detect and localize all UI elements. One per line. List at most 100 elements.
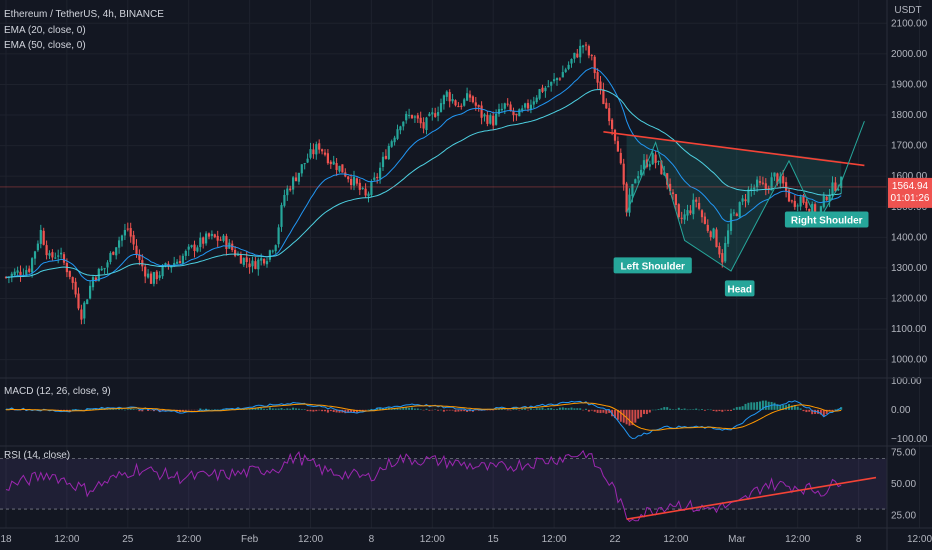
ema20-legend[interactable]: EMA (20, close, 0) [4, 25, 86, 36]
candle-body [474, 102, 477, 106]
candle-body [71, 277, 74, 283]
candle-body [178, 261, 182, 264]
macd-histogram-bar [759, 401, 761, 410]
candle-body [616, 141, 619, 152]
macd-histogram-bar [289, 408, 292, 410]
macd-histogram-bar [213, 409, 216, 410]
macd-histogram-bar [724, 409, 727, 411]
candle-body [155, 271, 158, 280]
candle-body [758, 181, 762, 183]
symbol-title[interactable]: Ethereum / TetherUS, 4h, BINANCE [4, 9, 164, 20]
macd-histogram-bar [596, 409, 599, 413]
macd-legend[interactable]: MACD (12, 26, close, 9) [4, 386, 111, 397]
macd-histogram-bar [422, 409, 425, 411]
candle-body [602, 89, 605, 105]
macd-histogram-bar [805, 409, 808, 413]
macd-histogram-bar [184, 409, 187, 411]
macd-histogram-bar [602, 409, 605, 413]
macd-histogram-bar [445, 409, 448, 411]
candle-body [265, 261, 269, 265]
macd-histogram-bar [489, 409, 492, 411]
candle-body [750, 188, 753, 191]
macd-histogram-bar [840, 407, 843, 410]
candle-body [135, 245, 138, 255]
candle-body [553, 79, 556, 82]
candle-body [782, 176, 785, 184]
time-tick-label: Feb [241, 534, 259, 545]
macd-histogram-bar [402, 407, 405, 410]
candle-body [312, 149, 315, 155]
macd-histogram-bar [324, 409, 326, 412]
candle-body [683, 214, 686, 220]
macd-histogram-bar [756, 401, 759, 410]
macd-histogram-bar [727, 409, 730, 411]
candle-body [376, 176, 379, 179]
macd-histogram-bar [701, 409, 703, 410]
candle-body [341, 164, 344, 173]
candle-body [712, 228, 715, 238]
macd-histogram-bar [645, 409, 648, 415]
candle-body [619, 152, 622, 164]
candle-body [277, 227, 280, 245]
candle-body [648, 164, 651, 167]
macd-histogram-bar [219, 409, 222, 411]
projection-line [840, 120, 865, 183]
candle-body [541, 87, 544, 92]
macd-histogram-bar [63, 409, 65, 411]
candle-body [828, 195, 831, 201]
macd-histogram-bar [466, 409, 469, 412]
pattern-layer [626, 134, 842, 271]
macd-histogram-bar [300, 409, 303, 410]
macd-histogram-bar [338, 409, 341, 413]
candle-body [538, 89, 541, 99]
time-tick-label: 12:00 [176, 534, 201, 545]
candle-body [51, 252, 54, 258]
macd-histogram-bar [129, 408, 132, 410]
candle-body [605, 102, 608, 109]
candle-body [222, 235, 225, 241]
macd-histogram-bar [712, 409, 715, 411]
candle-body [677, 204, 680, 218]
candle-body [599, 81, 602, 90]
candle-body [94, 277, 97, 281]
annotation-badge [613, 257, 692, 274]
candle-body [31, 258, 34, 273]
macd-histogram-bar [527, 409, 529, 411]
candle-body [332, 161, 335, 165]
candle-body [190, 245, 193, 247]
candle-body [77, 293, 80, 309]
macd-layer [5, 400, 843, 440]
candle-body [86, 299, 89, 305]
macd-histogram-bar [257, 407, 260, 410]
candle-body [68, 270, 71, 277]
macd-histogram-bar [640, 409, 643, 418]
overlay: Left Shoulder Head Right Shoulder [0, 120, 887, 297]
candle-body [555, 78, 559, 81]
candle-body [347, 176, 350, 180]
macd-histogram-bar [785, 405, 788, 410]
candle-body [770, 177, 773, 191]
macd-histogram-bar [187, 409, 190, 411]
macd-histogram-bar [123, 409, 126, 411]
macd-histogram-bar [303, 409, 306, 410]
candle-body [231, 243, 234, 251]
candle-body [323, 152, 327, 155]
macd-histogram-bar [561, 407, 564, 410]
candle-body [236, 254, 240, 256]
macd-tick-label: 0.00 [891, 405, 911, 416]
candle-body [454, 100, 457, 106]
rsi-legend[interactable]: RSI (14, close) [4, 450, 70, 461]
macd-histogram-bar [590, 409, 593, 411]
ema50-legend[interactable]: EMA (50, close, 0) [4, 40, 86, 51]
macd-histogram-bar [802, 409, 805, 412]
macd-histogram-bar [677, 407, 680, 410]
candle-body [558, 78, 561, 80]
macd-histogram-bar [718, 409, 721, 412]
macd-histogram-bar [268, 407, 271, 410]
candle-body [292, 177, 295, 190]
macd-histogram-bar [779, 405, 782, 410]
macd-histogram-bar [469, 409, 471, 412]
macd-histogram-bar [611, 409, 614, 417]
macd-histogram-bar [138, 409, 141, 412]
